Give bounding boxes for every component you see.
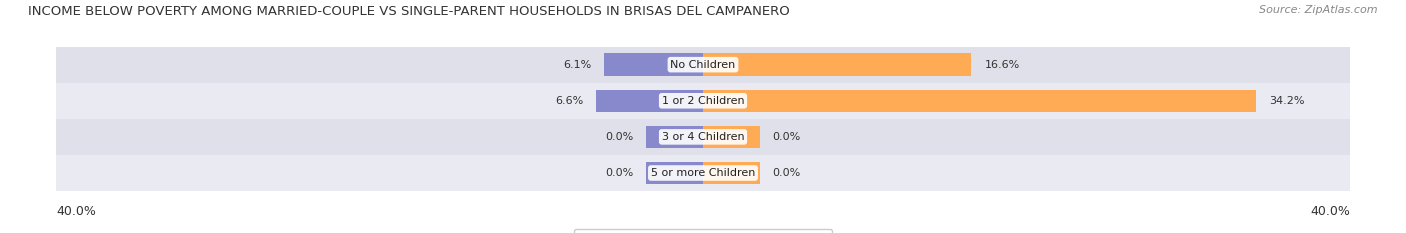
Text: 40.0%: 40.0% [56,205,96,218]
Bar [596,89,703,112]
Text: 6.6%: 6.6% [555,96,583,106]
Bar [56,119,1350,155]
Bar [703,53,972,76]
Text: 34.2%: 34.2% [1270,96,1305,106]
Text: 0.0%: 0.0% [772,168,801,178]
Bar [703,89,1256,112]
Bar [647,162,703,184]
Text: 1 or 2 Children: 1 or 2 Children [662,96,744,106]
Text: 0.0%: 0.0% [605,132,634,142]
Bar [605,53,703,76]
Text: No Children: No Children [671,60,735,70]
Text: 6.1%: 6.1% [564,60,592,70]
Bar [56,47,1350,83]
Text: 16.6%: 16.6% [984,60,1019,70]
Text: 0.0%: 0.0% [605,168,634,178]
Bar [56,83,1350,119]
Legend: Married Couples, Single Parents: Married Couples, Single Parents [574,229,832,233]
Text: Source: ZipAtlas.com: Source: ZipAtlas.com [1260,5,1378,15]
Text: 5 or more Children: 5 or more Children [651,168,755,178]
Bar [703,126,759,148]
Bar [647,126,703,148]
Bar [703,162,759,184]
Bar [56,155,1350,191]
Text: 3 or 4 Children: 3 or 4 Children [662,132,744,142]
Text: INCOME BELOW POVERTY AMONG MARRIED-COUPLE VS SINGLE-PARENT HOUSEHOLDS IN BRISAS : INCOME BELOW POVERTY AMONG MARRIED-COUPL… [28,5,790,18]
Text: 0.0%: 0.0% [772,132,801,142]
Text: 40.0%: 40.0% [1310,205,1350,218]
